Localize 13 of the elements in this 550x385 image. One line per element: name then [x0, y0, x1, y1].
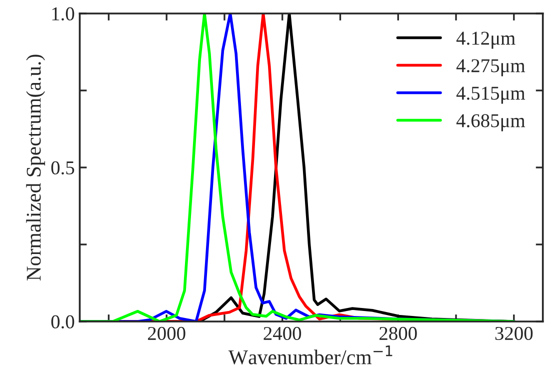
- x-tick-label: 2000: [148, 326, 186, 340]
- legend-label: 4.685μm: [456, 114, 526, 132]
- x-axis-title: Wavenumber/cm$^{−1}$: [228, 346, 392, 364]
- x-tick-label: 2800: [380, 326, 417, 340]
- legend-label: 4.515μm: [456, 86, 526, 104]
- x-tick-label: 3200: [495, 326, 533, 340]
- y-tick-label: 0.5: [51, 161, 74, 174]
- y-tick-label: 1.0: [52, 7, 74, 20]
- x-tick-label: 2400: [264, 326, 302, 340]
- y-tick-label: 0.0: [51, 315, 74, 328]
- legend-label: 4.275μm: [456, 59, 526, 76]
- y-axis-title: Normalized Spectrum(a.u.): [26, 54, 46, 281]
- legend-label: 4.12μm: [456, 32, 516, 49]
